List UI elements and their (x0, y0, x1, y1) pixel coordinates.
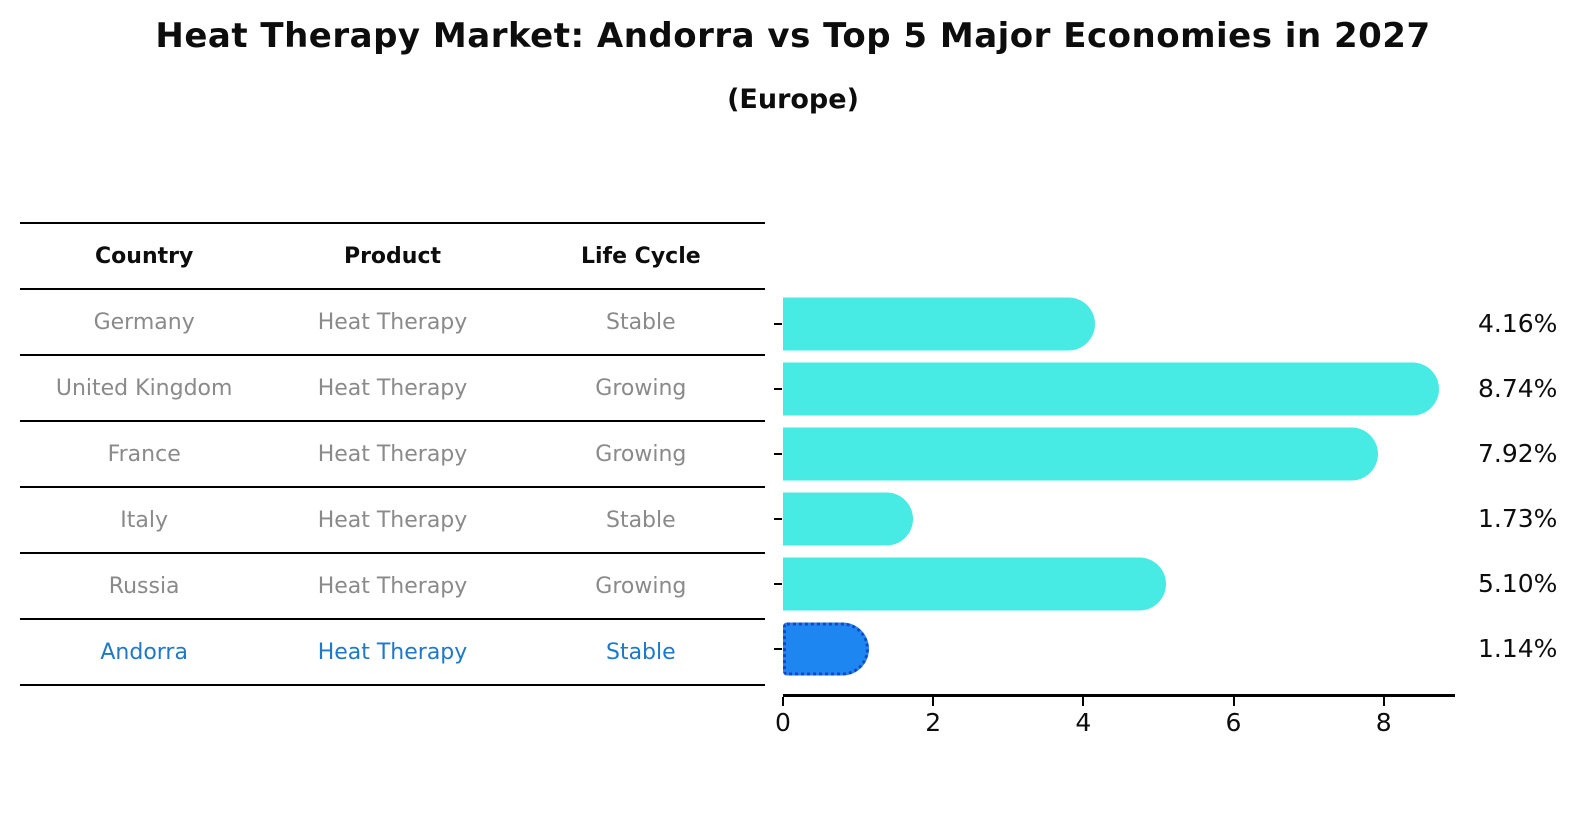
table-cell-product: Heat Therapy (268, 355, 517, 422)
y-axis-tick (774, 582, 782, 585)
bar-value-label: 1.14% (1478, 634, 1558, 663)
x-axis-tick (782, 697, 784, 706)
x-axis-tick-label: 2 (925, 708, 942, 737)
x-axis-tick (1082, 697, 1085, 706)
table-cell-country: Russia (20, 553, 269, 620)
x-axis-tick-label: 4 (1075, 708, 1092, 737)
column-header-product: Product (268, 222, 517, 290)
bar-row (774, 291, 1455, 356)
bar-value-label: 1.73% (1478, 504, 1558, 533)
table-row: Russia Heat Therapy Growing (20, 553, 765, 620)
bar-value-label: 4.16% (1478, 309, 1558, 338)
table-header-row: Country Product Life Cycle (20, 222, 765, 290)
chart-title: Heat Therapy Market: Andorra vs Top 5 Ma… (155, 16, 1431, 56)
bar-france (783, 427, 1378, 480)
table-header: Country Product Life Cycle (20, 222, 765, 290)
chart-subtitle: (Europe) (727, 84, 859, 115)
table-cell-product: Heat Therapy (268, 487, 517, 554)
x-axis-tick (1232, 697, 1235, 706)
x-axis-tick (1382, 697, 1385, 706)
bar-andorra (783, 622, 869, 675)
table-cell-country: France (20, 421, 269, 488)
table-cell-country: Andorra (20, 619, 269, 686)
table-row: Andorra Heat Therapy Stable (20, 619, 765, 686)
country-table: Country Product Life Cycle Germany Heat T… (20, 222, 765, 686)
table-cell-life-cycle: Growing (516, 421, 765, 488)
table-cell-country: United Kingdom (20, 355, 269, 422)
bar-row (774, 551, 1455, 616)
x-axis-tick-label: 0 (775, 708, 791, 737)
x-axis-tick-label: 6 (1225, 708, 1242, 737)
table-cell-product: Heat Therapy (268, 619, 517, 686)
bar-row (774, 616, 1455, 681)
bar-value-label: 8.74% (1478, 374, 1558, 403)
table-cell-life-cycle: Stable (516, 619, 765, 686)
table-cell-life-cycle: Stable (516, 289, 765, 356)
bar-value-label: 7.92% (1478, 439, 1558, 468)
bar-russia (783, 557, 1166, 610)
table-row: United Kingdom Heat Therapy Growing (20, 355, 765, 422)
column-header-life-cycle: Life Cycle (516, 222, 765, 290)
table-body: Germany Heat Therapy Stable United Kingdom H… (20, 289, 765, 686)
bar-germany (783, 297, 1096, 350)
x-axis-line (783, 694, 1455, 697)
bar-row (774, 421, 1455, 486)
y-axis-tick (774, 322, 782, 325)
table-cell-product: Heat Therapy (268, 421, 517, 488)
y-axis-tick (774, 452, 782, 455)
table-cell-country: Germany (20, 289, 269, 356)
bar-italy (783, 492, 913, 545)
table-row: France Heat Therapy Growing (20, 421, 765, 488)
bar-row (774, 486, 1455, 551)
bar-united-kingdom (783, 362, 1440, 415)
bar-plot-area (774, 291, 1455, 681)
column-header-country: Country (20, 222, 269, 290)
table-cell-life-cycle: Stable (516, 487, 765, 554)
bar-row (774, 356, 1455, 421)
table-cell-life-cycle: Growing (516, 553, 765, 620)
x-axis-tick-label: 8 (1375, 708, 1392, 737)
table-row: Italy Heat Therapy Stable (20, 487, 765, 554)
table-cell-country: Italy (20, 487, 269, 554)
table-row: Germany Heat Therapy Stable (20, 289, 765, 356)
y-axis-tick (774, 517, 782, 520)
x-axis-tick (932, 697, 935, 706)
table-cell-life-cycle: Growing (516, 355, 765, 422)
y-axis-tick (774, 647, 782, 650)
y-axis-tick (774, 387, 782, 390)
bar-value-label: 5.10% (1478, 569, 1558, 598)
value-labels-column: 4.16% 8.74% 7.92% 1.73% 5.10% 1.14% (1478, 291, 1578, 681)
table-cell-product: Heat Therapy (268, 289, 517, 356)
table-cell-product: Heat Therapy (268, 553, 517, 620)
